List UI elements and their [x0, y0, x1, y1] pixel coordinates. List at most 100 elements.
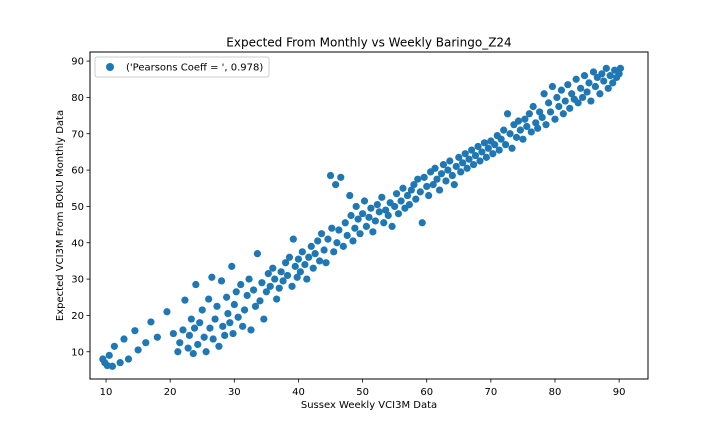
data-point: [264, 270, 272, 278]
data-point: [609, 79, 617, 87]
data-point: [391, 202, 399, 211]
data-point: [465, 155, 473, 163]
data-point: [362, 222, 371, 230]
data-point: [435, 186, 444, 194]
data-point: [223, 293, 231, 301]
data-point: [343, 231, 351, 240]
data-point: [219, 322, 227, 330]
data-point: [262, 288, 270, 296]
data-point: [551, 115, 559, 123]
data-point: [444, 166, 452, 174]
data-point: [273, 295, 281, 303]
data-point: [294, 255, 303, 263]
data-point: [416, 188, 424, 196]
data-point: [110, 342, 118, 350]
data-point: [448, 171, 456, 180]
data-point: [491, 141, 499, 149]
data-point: [544, 99, 553, 107]
data-point: [555, 102, 563, 111]
data-point: [260, 315, 268, 323]
data-point: [561, 97, 569, 105]
data-point: [142, 339, 150, 347]
data-point: [347, 211, 355, 220]
y-tick-label: 10: [71, 347, 84, 358]
data-point: [446, 157, 454, 165]
y-axis-label: Expected VCI3M From BOKU Monthly Data: [55, 110, 66, 321]
y-tick-label: 30: [71, 275, 84, 286]
data-point: [234, 313, 242, 321]
data-point: [184, 344, 192, 352]
data-point: [407, 186, 415, 194]
data-point: [311, 250, 319, 258]
data-point: [525, 110, 533, 118]
data-point: [442, 177, 450, 185]
data-point: [512, 133, 521, 141]
points-layer: [99, 64, 625, 370]
x-tick-label: 70: [484, 387, 497, 398]
data-point: [439, 161, 447, 169]
data-point: [169, 329, 177, 338]
data-point: [314, 237, 322, 245]
data-point: [600, 77, 608, 85]
data-point: [187, 315, 195, 323]
data-point: [506, 130, 514, 138]
data-point: [289, 235, 297, 243]
data-point: [192, 280, 200, 289]
data-point: [378, 193, 386, 201]
data-point: [399, 184, 407, 192]
data-point: [185, 331, 194, 339]
data-point: [514, 117, 523, 125]
data-point: [200, 333, 208, 341]
data-point: [414, 175, 422, 183]
data-point: [153, 333, 161, 341]
data-point: [240, 306, 249, 314]
data-point: [330, 248, 338, 256]
data-point: [429, 181, 437, 189]
data-point: [333, 239, 341, 247]
data-point: [296, 268, 304, 276]
data-point: [604, 84, 612, 92]
data-point: [380, 219, 388, 227]
data-point: [553, 93, 561, 102]
data-point: [316, 257, 324, 265]
data-point: [215, 342, 223, 350]
data-point: [360, 197, 369, 205]
data-point: [420, 173, 428, 181]
data-point: [120, 335, 128, 343]
x-tick-label: 10: [100, 387, 113, 398]
data-point: [320, 246, 328, 254]
data-point: [484, 144, 492, 152]
data-point: [245, 275, 253, 283]
data-point: [566, 104, 574, 112]
data-point: [482, 153, 490, 161]
data-point: [583, 88, 591, 96]
data-point: [388, 222, 396, 230]
data-point: [598, 70, 606, 78]
data-point: [457, 168, 465, 176]
data-point: [489, 150, 497, 158]
data-point: [352, 202, 360, 211]
data-point: [423, 182, 431, 191]
data-point: [373, 201, 381, 209]
data-point: [559, 110, 567, 118]
data-point: [452, 162, 460, 171]
data-point: [147, 318, 155, 326]
x-tick-label: 80: [549, 387, 562, 398]
y-tick-label: 90: [71, 57, 84, 68]
data-point: [585, 79, 593, 87]
data-point: [405, 201, 414, 209]
y-tick-label: 40: [71, 238, 84, 249]
data-point: [332, 181, 340, 189]
data-point: [108, 362, 117, 370]
data-point: [474, 142, 482, 151]
data-point: [497, 135, 505, 143]
y-axis: 10 20 30 40 50 60 70 80 90: [71, 57, 90, 358]
x-axis: 10 20 30 40 50 60 70 80 90: [100, 379, 626, 398]
data-point: [354, 215, 362, 223]
data-point: [291, 262, 299, 270]
data-point: [282, 259, 290, 267]
data-point: [251, 302, 260, 310]
data-point: [176, 339, 184, 347]
y-tick-label: 20: [71, 311, 84, 322]
data-point: [237, 280, 245, 289]
